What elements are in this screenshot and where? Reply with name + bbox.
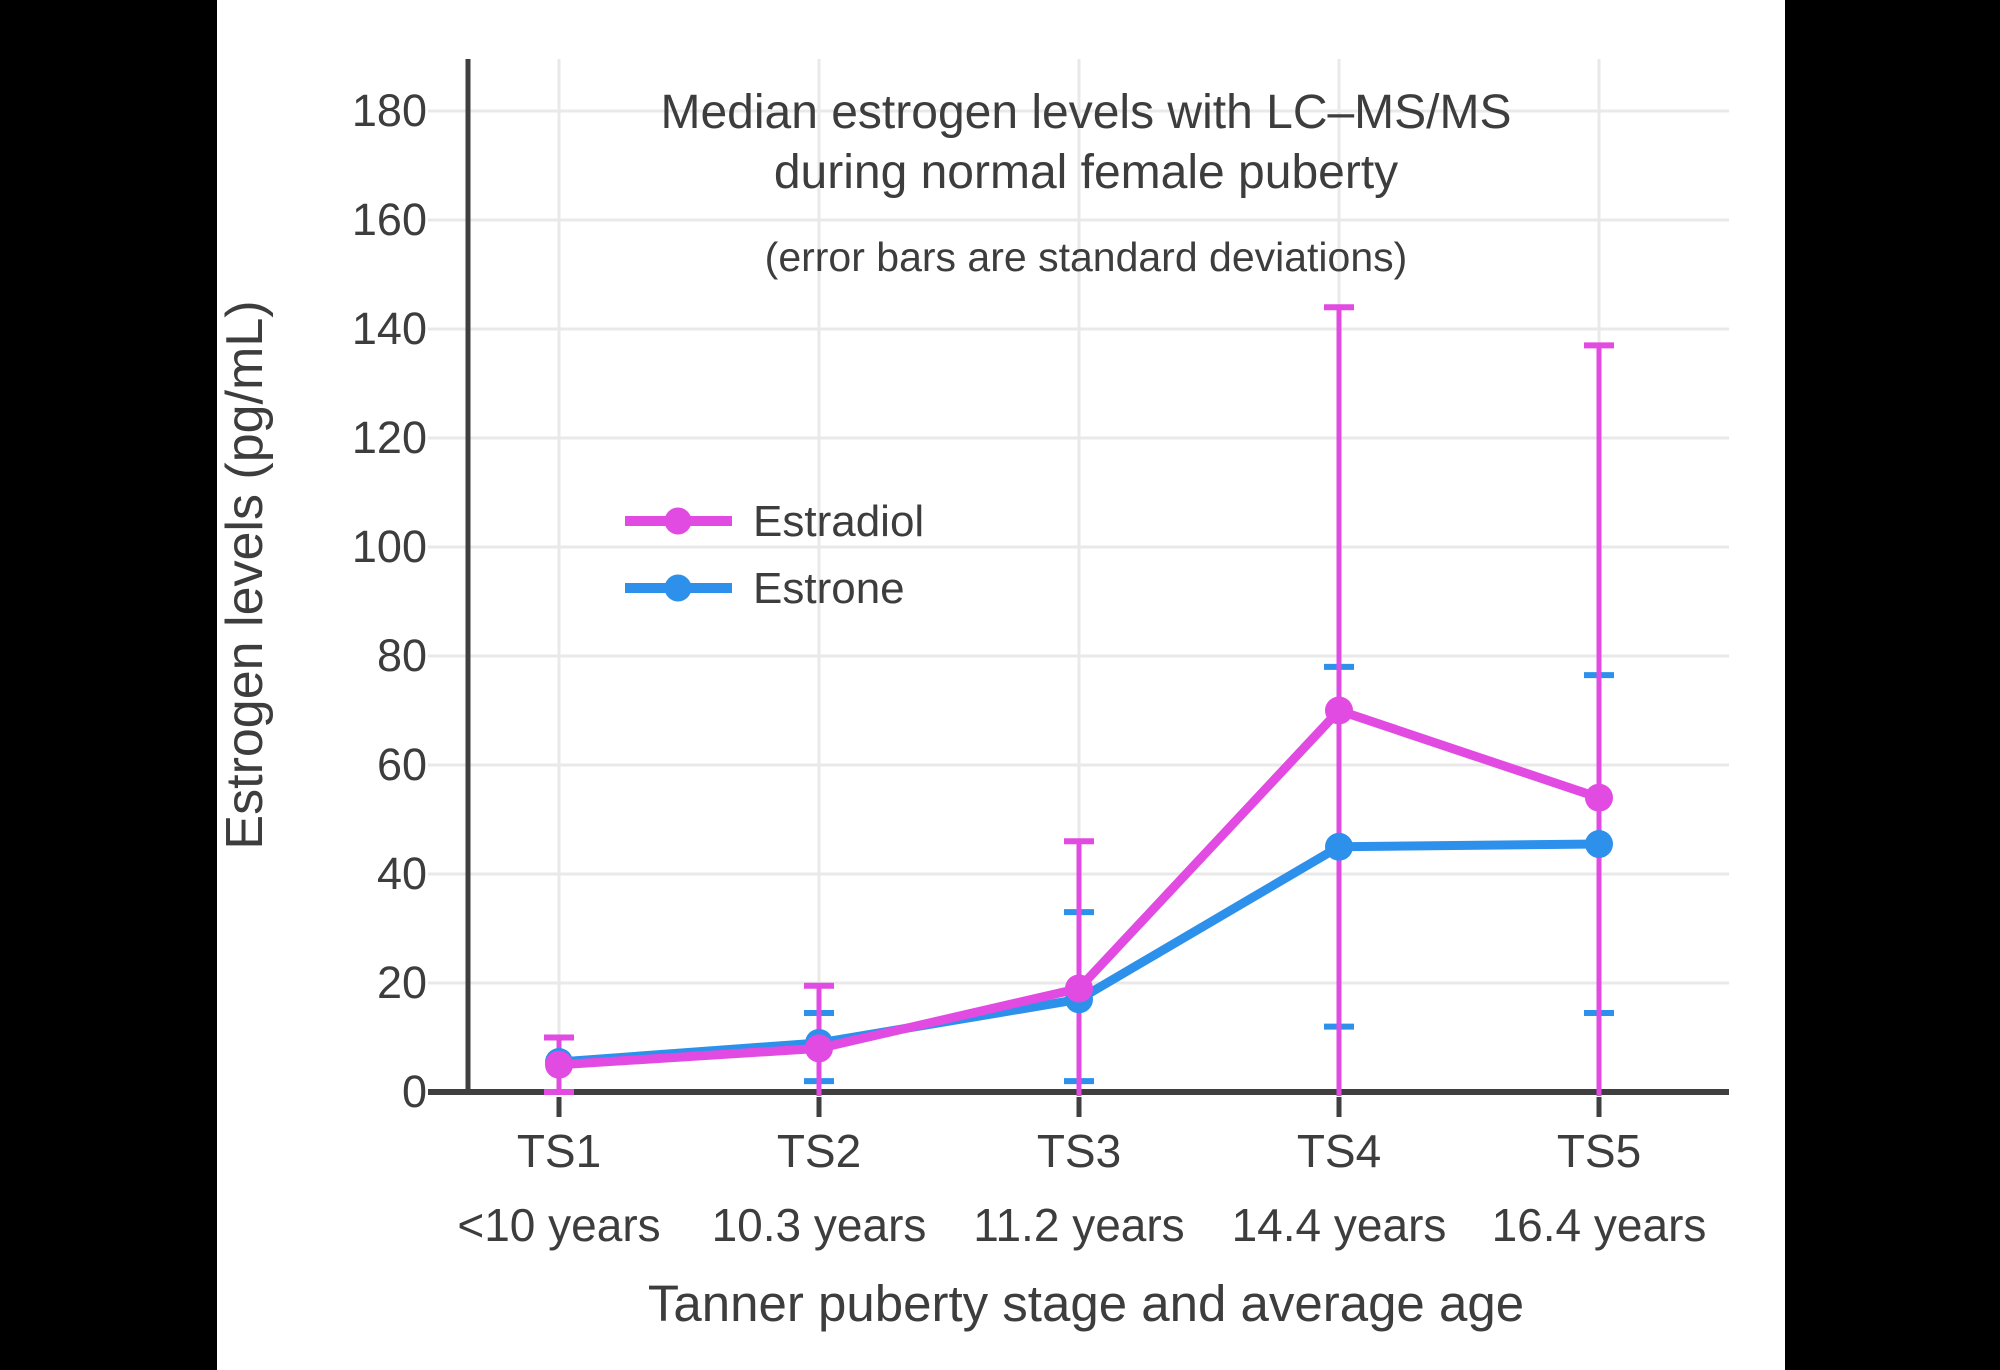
data-point-estrone: [1325, 832, 1353, 861]
x-category-label: TS2: [777, 1125, 861, 1177]
error-bars: [544, 304, 1614, 1096]
data-point-estradiol: [805, 1034, 833, 1063]
legend-label: Estrone: [753, 564, 905, 613]
x-axis-title: Tanner puberty stage and average age: [648, 1275, 1524, 1332]
y-tick-label: 80: [377, 630, 427, 681]
data-point-estradiol: [1325, 696, 1353, 725]
data-point-estrone: [1585, 830, 1613, 859]
chart-title-line1: Median estrogen levels with LC–MS/MS: [660, 86, 1511, 139]
x-category-sublabel: 10.3 years: [712, 1199, 927, 1251]
data-point-estradiol: [1585, 783, 1613, 812]
y-tick-label: 120: [352, 412, 427, 463]
y-tick-label: 40: [377, 848, 427, 899]
x-category-sublabel: 11.2 years: [973, 1199, 1184, 1251]
data-point-estradiol: [545, 1050, 573, 1079]
legend-swatch-dot: [664, 574, 692, 602]
y-tick-label: 60: [377, 739, 427, 790]
y-axis-title: Estrogen levels (pg/mL): [216, 300, 274, 849]
legend-label: Estradiol: [753, 497, 924, 546]
x-category-label: TS1: [517, 1125, 601, 1177]
x-category-sublabel: <10 years: [457, 1199, 660, 1251]
x-category-sublabel: 14.4 years: [1232, 1199, 1447, 1251]
x-category-label: TS3: [1037, 1125, 1121, 1177]
y-tick-label: 160: [352, 194, 427, 245]
chart-panel: [217, 0, 1785, 1370]
legend: Estradiol Estrone: [625, 497, 924, 613]
y-tick-label: 0: [402, 1066, 427, 1117]
chart-subtitle: (error bars are standard deviations): [765, 234, 1408, 280]
x-category-label: TS4: [1297, 1125, 1381, 1177]
x-category-label: TS5: [1557, 1125, 1641, 1177]
series-lines: [545, 696, 1613, 1079]
x-category-sublabel: 16.4 years: [1492, 1199, 1707, 1251]
chart-title-line2: during normal female puberty: [774, 146, 1398, 199]
legend-swatch-dot: [664, 507, 692, 535]
data-point-estradiol: [1065, 974, 1093, 1003]
axis-tick-labels: 0 20 40 60 80 100 120 140 160 180 TS1 <10 years TS2 1…: [352, 85, 1706, 1251]
y-tick-label: 180: [352, 85, 427, 136]
y-tick-label: 20: [377, 957, 427, 1008]
y-tick-label: 140: [352, 303, 427, 354]
y-tick-label: 100: [352, 521, 427, 572]
